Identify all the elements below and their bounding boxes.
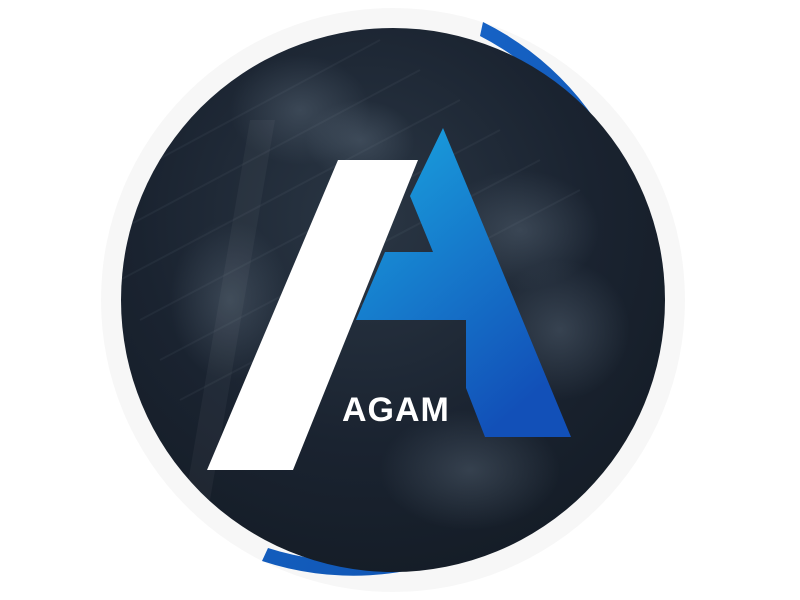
letter-a-right-stroke bbox=[356, 128, 571, 437]
brand-name: AGAM bbox=[342, 391, 450, 429]
letter-a-left-stroke bbox=[207, 160, 418, 470]
smoke-texture bbox=[121, 39, 630, 530]
